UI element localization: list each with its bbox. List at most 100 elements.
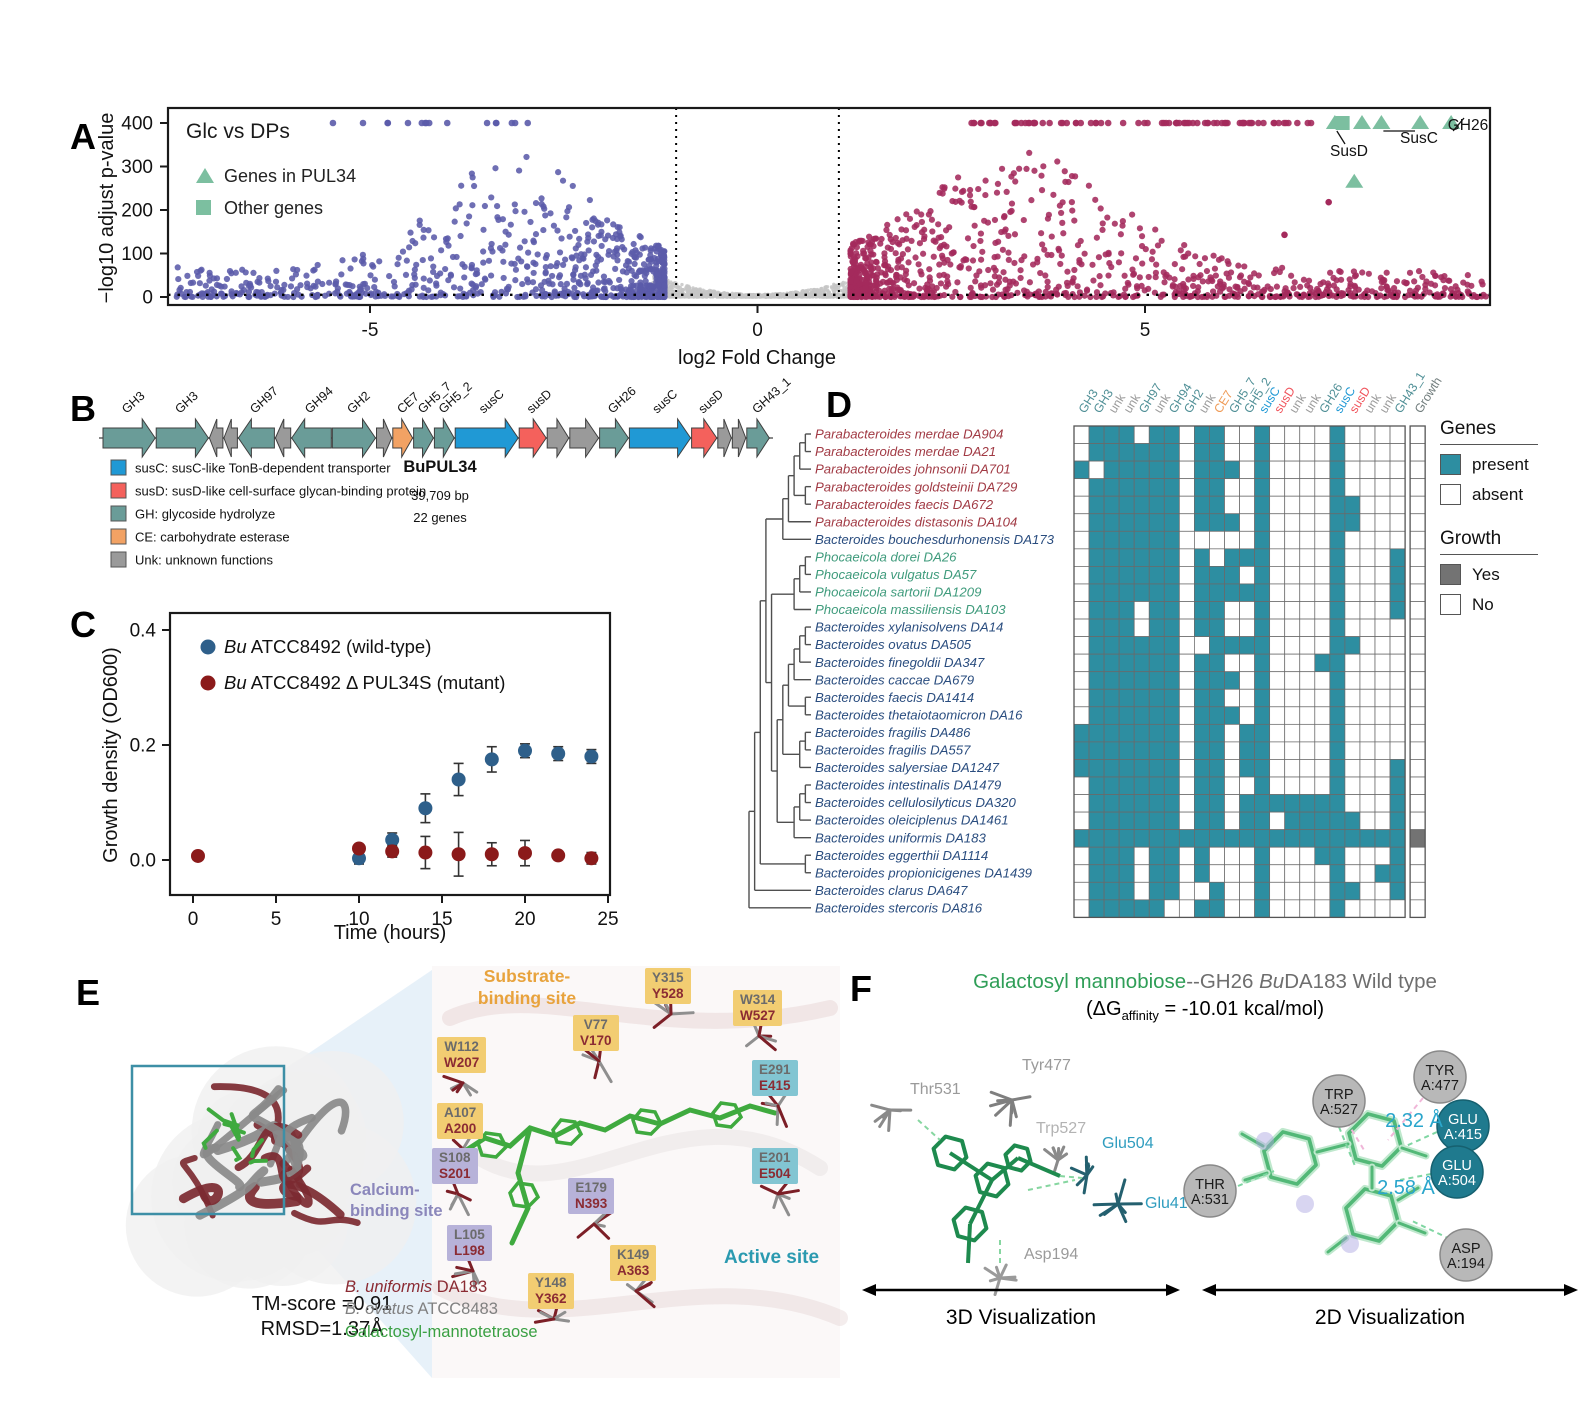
heatmap-row [1073, 460, 1426, 480]
gene-legend-item: Unk: unknown functions [135, 553, 274, 568]
volcano-points [173, 119, 1489, 301]
heatmap-row [1073, 636, 1426, 655]
volcano-plot: SusD SusC GH26 0 100 200 300 400 -5 0 5 log2 Fold C… [96, 106, 1492, 369]
growth-cell [1409, 513, 1426, 532]
heatmap-row [1073, 688, 1426, 708]
gene-arrow-unk [731, 418, 747, 458]
heatmap-row [1073, 829, 1426, 848]
heatmap-row [1073, 566, 1426, 585]
species-label: Bacteroides fragilis DA486 [815, 725, 971, 740]
heatmap-row [1073, 425, 1426, 444]
panel-label-b: B [70, 388, 96, 429]
growth-cell [1409, 776, 1426, 795]
heatmap-row [1073, 583, 1426, 602]
panel-label-e: E [76, 972, 101, 1013]
residue-3d-label: Asp194 [1024, 1246, 1078, 1263]
growth-cell [1409, 671, 1426, 690]
residue-box-E179: E179 N393 [568, 1178, 615, 1214]
species-label: Parabacteroides goldsteinii DA729 [815, 479, 1018, 494]
viz3d-caption: 3D Visualization [946, 1306, 1096, 1329]
species-label: Bacteroides stercoris DA816 [815, 900, 983, 915]
species-label: Bacteroides faecis DA1414 [815, 690, 974, 705]
heatmap-row [1073, 478, 1426, 497]
svg-text:A:415: A:415 [1444, 1127, 1482, 1143]
heatmap-row [1073, 653, 1426, 673]
residue-box-E201: E201 E504 [752, 1148, 798, 1184]
svg-text:5: 5 [271, 909, 282, 930]
svg-text:GLU: GLU [1448, 1112, 1478, 1128]
svg-text:15: 15 [431, 909, 452, 930]
species-label: Bacteroides thetaiotaomicron DA16 [815, 707, 1023, 722]
species-label: Bacteroides finegoldii DA347 [815, 655, 985, 670]
growth-cell [1409, 495, 1426, 515]
gene-arrow-CE7 [392, 417, 414, 459]
growth-cell [1409, 460, 1426, 480]
growth-curve-chart: 0 5 10 15 20 25 0.0 0.2 0.4 Time (hours) Growth de… [100, 611, 619, 944]
svg-text:100: 100 [121, 244, 153, 265]
growth-cell [1409, 583, 1426, 602]
mutant-series [190, 831, 599, 877]
gene-arrow-unk [274, 418, 292, 458]
residue-2d-TRP-A:527 [1312, 1074, 1366, 1128]
species-label: Bacteroides caccae DA679 [815, 672, 975, 687]
species-label: Bacteroides oleiciplenus DA1461 [815, 813, 1009, 828]
gene-legend-item: susC: susC-like TonB-dependent transport… [135, 461, 391, 476]
svg-text:20: 20 [514, 909, 535, 930]
docking-title-line1: Galactosyl mannobiose--GH26 BuDA183 Wild… [973, 970, 1437, 993]
growth-cell [1409, 829, 1426, 848]
panel-label-f: F [850, 968, 872, 1009]
heatmap-row [1073, 741, 1426, 760]
residue-box-V77: V77 V170 [573, 1015, 619, 1051]
residue-box-L105: L105 L198 [447, 1225, 492, 1261]
gene-legend-item: CE: carbohydrate esterase [135, 530, 290, 545]
species-label: Phocaeicola dorei DA26 [815, 549, 957, 564]
species-label: Bacteroides salyersiae DA1247 [815, 760, 1000, 775]
phylogenetic-tree: Parabacteroides merdae DA904 Parabacteroi… [748, 427, 1055, 915]
svg-text:300: 300 [121, 157, 153, 178]
growth-cell [1409, 601, 1426, 620]
active-site-label: Active site [724, 1247, 820, 1268]
residue-box-E291: E291 E415 [752, 1060, 798, 1096]
volcano-title: Glc vs DPs [186, 120, 290, 143]
residue-3d-label: Trp527 [1036, 1120, 1086, 1137]
residue-box-K149: K149 A363 [610, 1245, 657, 1281]
species-label: Bacteroides propionicigenes DA1439 [815, 865, 1033, 880]
heatmap-row [1073, 671, 1426, 690]
heatmap-row [1073, 881, 1426, 901]
gene-label: GH3 [172, 389, 201, 417]
heatmap-row [1073, 776, 1426, 795]
species-label: Phocaeicola sartorii DA1209 [815, 585, 982, 600]
gene-annotation: SusD [1330, 143, 1368, 160]
heatmap-row [1073, 706, 1426, 725]
heatmap-legend: Genes present absent Growth Yes No [1440, 418, 1538, 624]
gene-arrow-susC [454, 417, 519, 459]
svg-text:A:194: A:194 [1447, 1256, 1485, 1272]
gene-label: GH2 [344, 389, 373, 417]
svg-text:Other genes: Other genes [224, 198, 323, 218]
heatmap-row [1073, 495, 1426, 515]
heatmap-row [1073, 530, 1426, 550]
x-axis-title: log2 Fold Change [678, 347, 836, 369]
heatmap-row [1073, 601, 1426, 620]
docking-scene: Thr531 Tyr477 Trp527 Glu504 Glu415 Asp194 3D V… [862, 1050, 1578, 1329]
gene-presence-heatmap: GH3GH3unkunkGH97unkGH94GH2unkCE7GH5_7GH5… [1073, 369, 1445, 919]
growth-cell [1409, 443, 1426, 462]
svg-text:A:531: A:531 [1191, 1192, 1229, 1208]
svg-text:200: 200 [121, 201, 153, 222]
heatmap-row [1073, 443, 1426, 462]
heatmap-row [1073, 618, 1426, 637]
residue-3d-label: Tyr477 [1022, 1057, 1071, 1074]
gene-arrow-GH97 [237, 417, 275, 459]
svg-text:A:504: A:504 [1438, 1173, 1476, 1189]
docking-title: Galactosyl mannobiose--GH26 BuDA183 Wild… [905, 970, 1505, 1023]
heatmap-row [1073, 899, 1426, 918]
svg-text:0.4: 0.4 [130, 621, 157, 642]
viz2d-caption: 2D Visualization [1315, 1306, 1465, 1329]
protein-surface [125, 1046, 417, 1297]
growth-cell [1409, 899, 1426, 918]
svg-text:0: 0 [188, 909, 199, 930]
rmsd-value: RMSD=1.37Å [261, 1317, 384, 1340]
